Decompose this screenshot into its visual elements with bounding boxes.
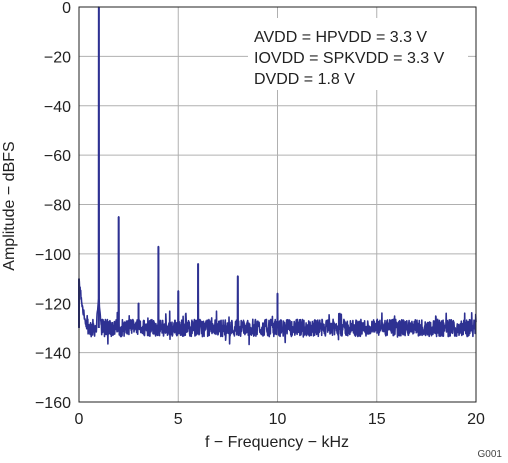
y-tick-label: 0 <box>62 0 71 17</box>
x-tick-label: 10 <box>269 411 287 428</box>
y-axis-label: Amplitude − dBFS <box>1 141 18 270</box>
annotation-line-2: IOVDD = SPKVDD = 3.3 V <box>254 50 445 67</box>
y-tick-label: −160 <box>35 395 71 412</box>
y-axis-ticks: 0 −20 −40 −60 −80 −100 −120 −140 −160 <box>35 0 71 412</box>
plot-frame <box>78 6 477 403</box>
x-axis-label: f − Frequency − kHz <box>205 434 349 451</box>
y-tick-label: −100 <box>35 247 71 264</box>
y-tick-label: −20 <box>44 49 71 66</box>
y-tick-label: −120 <box>35 296 71 313</box>
x-tick-label: 20 <box>467 411 485 428</box>
annotation-box <box>248 18 468 90</box>
annotation-line-1: AVDD = HPVDD = 3.3 V <box>254 29 427 46</box>
y-tick-label: −140 <box>35 346 71 363</box>
x-tick-label: 5 <box>174 411 183 428</box>
x-tick-label: 0 <box>75 411 84 428</box>
y-tick-label: −60 <box>44 148 71 165</box>
x-tick-label: 15 <box>368 411 386 428</box>
y-tick-label: −40 <box>44 99 71 116</box>
annotation-line-3: DVDD = 1.8 V <box>254 71 355 88</box>
figure-id: G001 <box>478 449 503 460</box>
y-tick-label: −80 <box>44 198 71 215</box>
x-axis-ticks: 0 5 10 15 20 <box>75 411 485 428</box>
